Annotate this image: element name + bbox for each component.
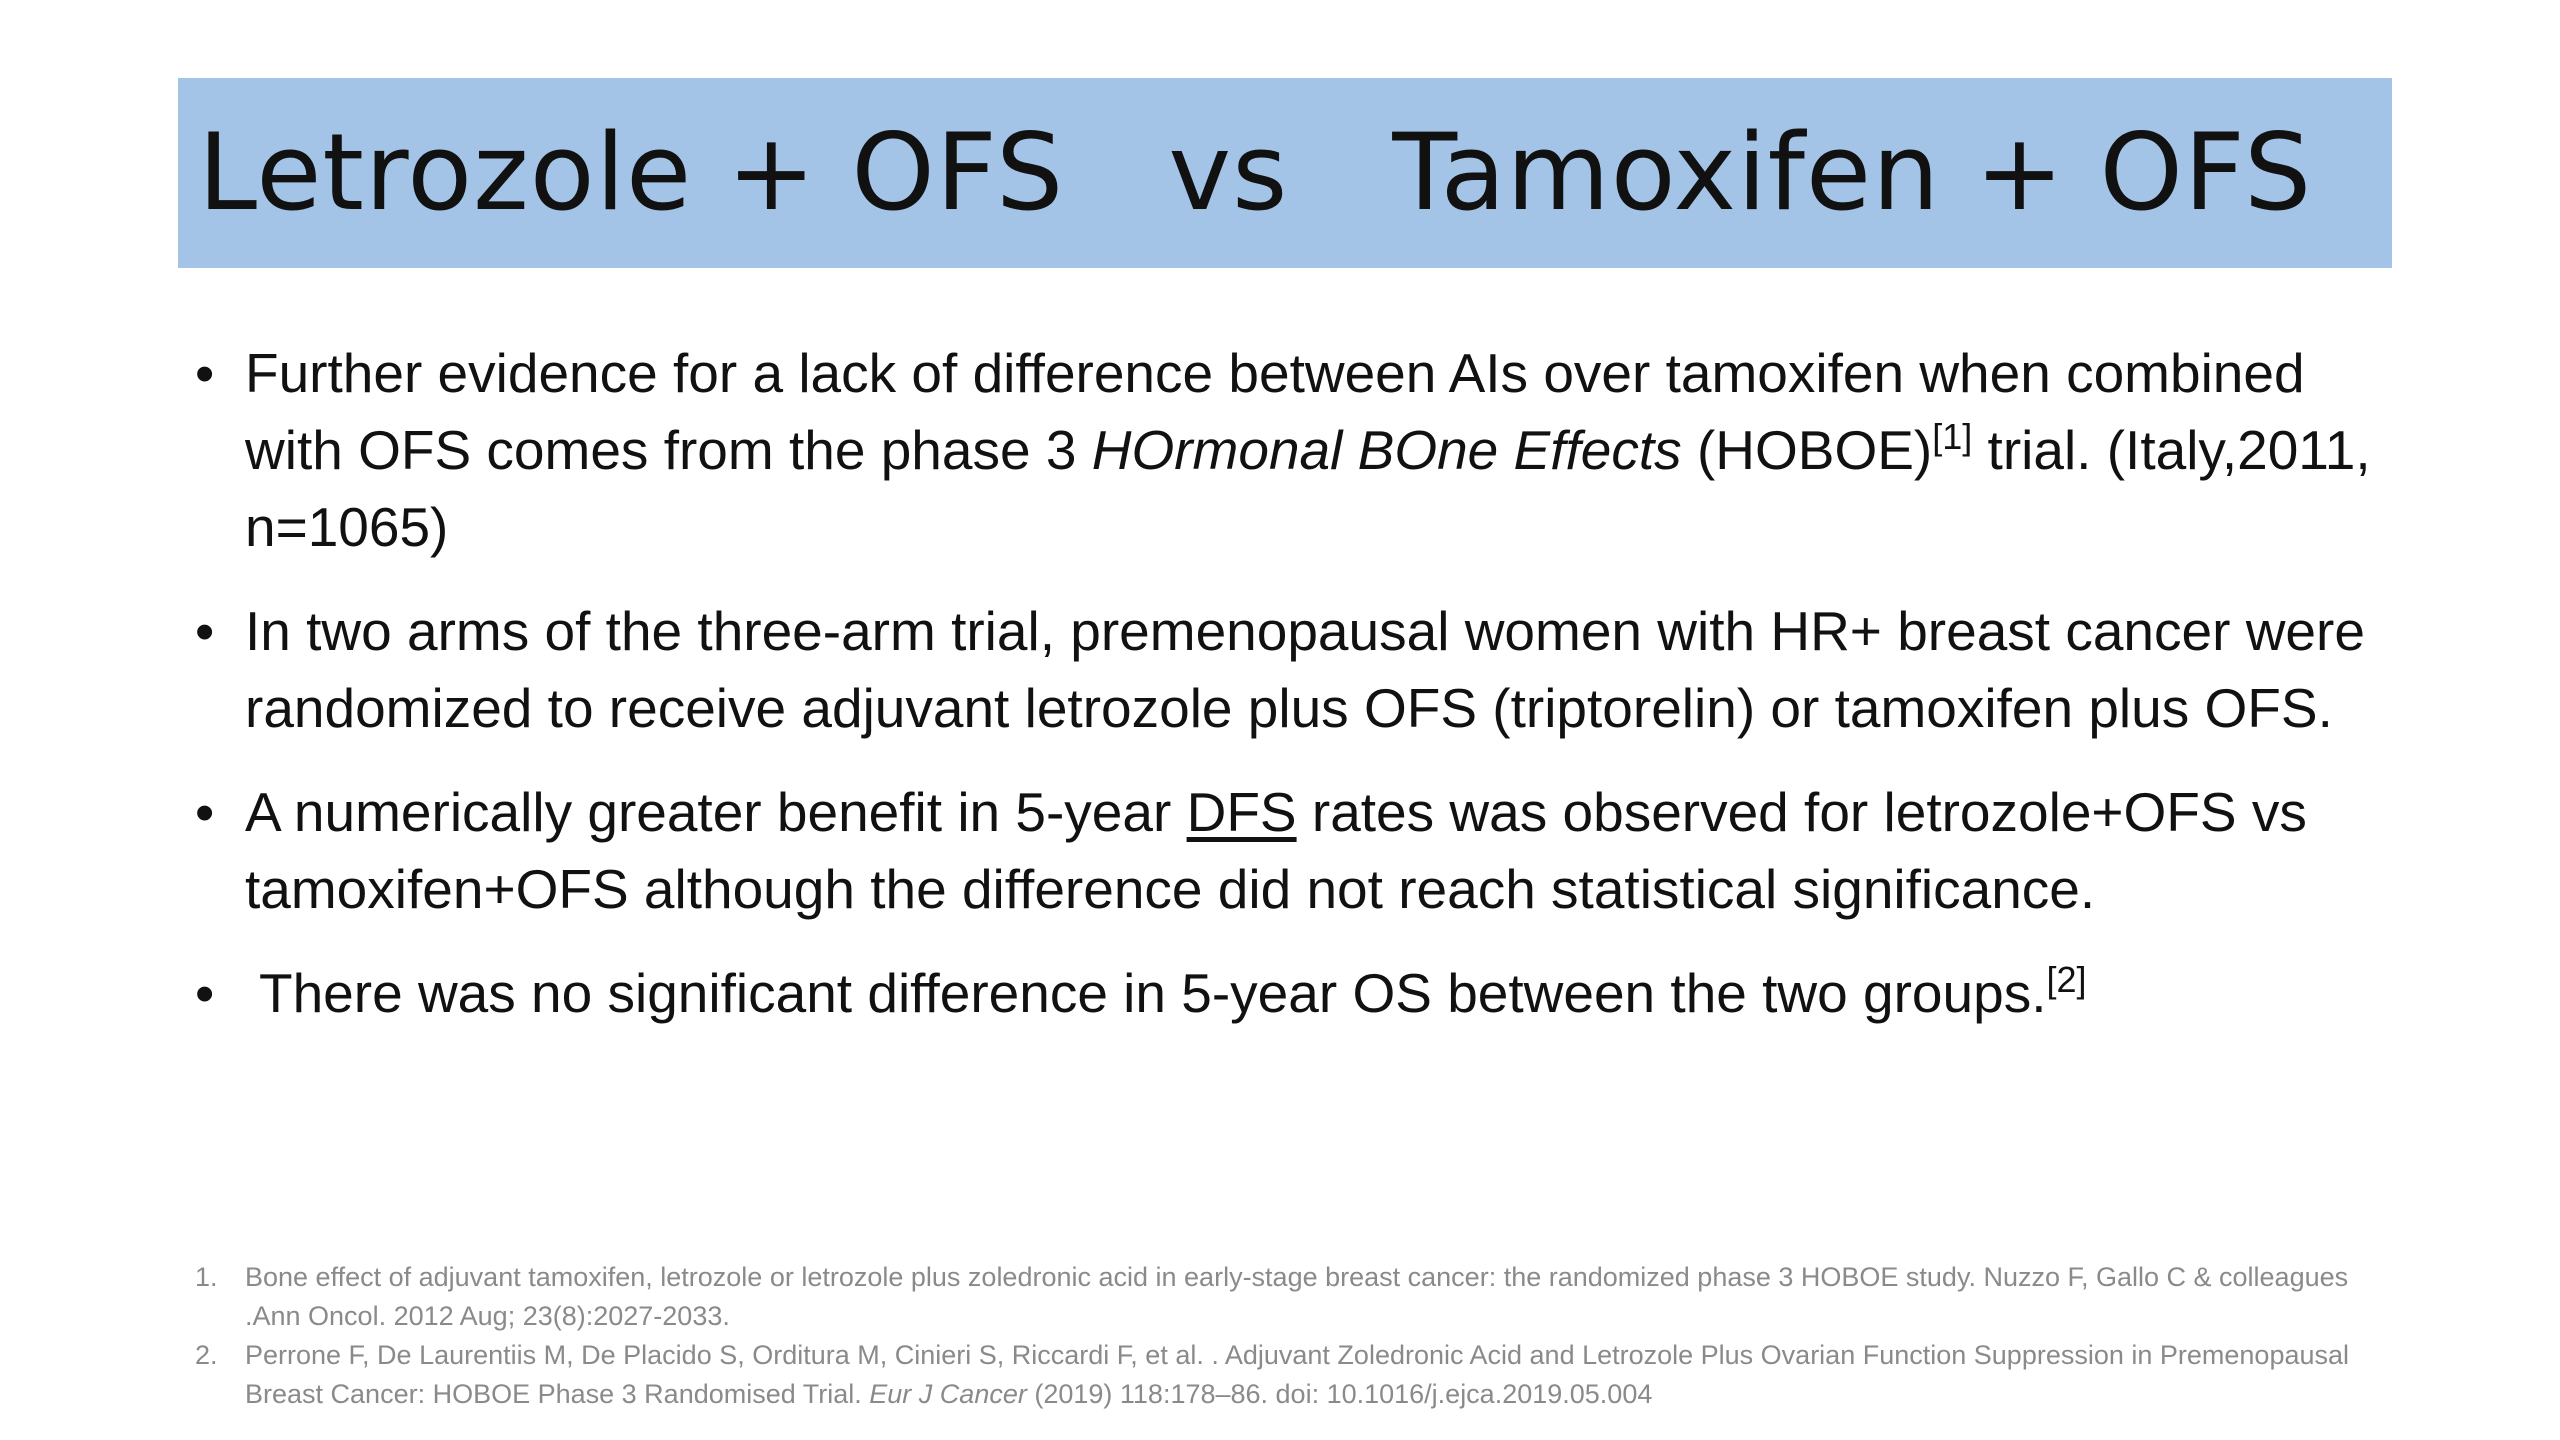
citation-ref-1: [1] [1932,416,1973,457]
bullet-item-2: In two arms of the three-arm trial, prem… [195,593,2385,747]
bullet-item-4: There was no significant difference in 5… [195,955,2385,1032]
bullet-dot-icon [195,774,225,851]
reference-2-text: Perrone F, De Laurentiis M, De Placido S… [245,1340,2350,1409]
bullet-1-text: Further evidence for a lack of differenc… [245,342,2305,481]
bullet-dot-icon [195,335,225,412]
bullet-2-text: In two arms of the three-arm trial, prem… [245,600,2365,739]
slide-title: Letrozole + OFS vs Tamoxifen + OFS [198,111,2313,234]
reference-2-details: (2019) 118:178–86. doi: 10.1016/j.ejca.2… [1026,1379,1653,1409]
reference-item-2: 2. Perrone F, De Laurentiis M, De Placid… [195,1336,2385,1414]
bullet-1-acronym: (HOBOE) [1681,419,1933,481]
reference-list: 1. Bone effect of adjuvant tamoxifen, le… [195,1258,2385,1414]
bullet-4-text: There was no significant difference in 5… [259,962,2047,1024]
bullet-1-trial-info: trial. (Italy,2011, n=1065) [245,419,2371,558]
bullet-list: Further evidence for a lack of differenc… [195,335,2385,1059]
reference-1-text: Bone effect of adjuvant tamoxifen, letro… [245,1262,2349,1331]
dfs-term: DFS [1186,781,1297,843]
reference-2-journal: Eur J Cancer [869,1379,1027,1409]
bullet-3-text-cont: rates was observed for letrozole+OFS vs … [245,781,2307,920]
bullet-dot-icon [195,955,225,1032]
citation-ref-2: [2] [2046,959,2087,1000]
reference-number: 1. [195,1262,218,1292]
bullet-1-study-name: HOrmonal BOne Effects [1091,419,1682,481]
reference-item-1: 1. Bone effect of adjuvant tamoxifen, le… [195,1258,2385,1336]
bullet-dot-icon [195,593,225,670]
title-bar: Letrozole + OFS vs Tamoxifen + OFS [178,78,2392,268]
reference-number: 2. [195,1340,218,1370]
bullet-3-text: A numerically greater benefit in 5-year [245,781,1187,843]
bullet-item-1: Further evidence for a lack of differenc… [195,335,2385,566]
bullet-item-3: A numerically greater benefit in 5-year … [195,774,2385,928]
